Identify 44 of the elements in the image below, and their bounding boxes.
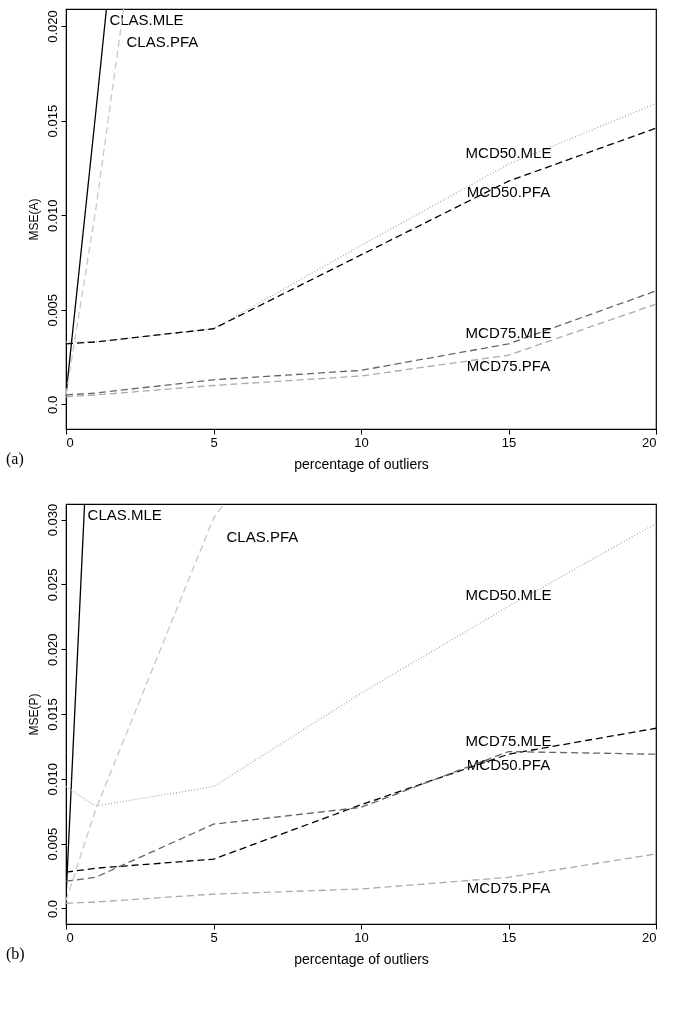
y-tick-label: 0.005 xyxy=(44,294,60,327)
series-label: MCD50.MLE xyxy=(465,586,552,604)
series-label: MCD50.PFA xyxy=(466,183,551,201)
series-label: CLAS.PFA xyxy=(226,528,299,545)
line-series xyxy=(66,853,656,904)
text: (a) xyxy=(6,450,24,468)
line-series xyxy=(66,522,656,807)
x-tick-label: 0 xyxy=(66,434,74,450)
x-tick-label: 10 xyxy=(354,434,369,450)
y-axis-title: MSE(A) xyxy=(26,198,41,241)
x-axis-title: percentage of outliers xyxy=(294,455,429,472)
series-label: MCD75.MLE xyxy=(465,731,552,749)
text: (b) xyxy=(6,945,25,963)
y-tick-label: 0.015 xyxy=(44,698,60,731)
x-tick-label: 5 xyxy=(210,434,218,450)
x-tick-label: 10 xyxy=(354,929,369,945)
x-axis-title: percentage of outliers xyxy=(294,950,429,967)
line-series xyxy=(66,504,225,902)
series-label: CLAS.MLE xyxy=(109,11,184,28)
y-tick-label: 0.010 xyxy=(44,199,60,232)
y-tick-label: 0.020 xyxy=(44,633,60,666)
series-label: MCD75.PFA xyxy=(466,879,551,897)
line-series xyxy=(66,750,656,882)
x-tick-label: 15 xyxy=(501,434,517,450)
x-tick-label: 0 xyxy=(66,929,74,945)
x-tick-label: 20 xyxy=(642,434,657,450)
y-tick-label: 0.0 xyxy=(44,899,60,918)
y-tick-label: 0.020 xyxy=(44,10,60,43)
y-tick-label: 0.025 xyxy=(44,568,60,602)
y-axis-title: MSE(P) xyxy=(26,693,41,736)
y-tick-label: 0.030 xyxy=(44,503,60,537)
y-tick-label: 0.015 xyxy=(44,104,60,138)
series-label: MCD75.PFA xyxy=(466,357,551,375)
series-label: MCD50.MLE xyxy=(465,144,552,162)
x-tick-label: 15 xyxy=(501,929,517,945)
series-label: CLAS.MLE xyxy=(87,506,162,523)
y-tick-label: 0.010 xyxy=(44,763,60,796)
series-label: MCD50.PFA xyxy=(466,756,551,774)
y-tick-label: 0.0 xyxy=(44,395,60,414)
x-tick-label: 5 xyxy=(210,929,218,945)
series-label: CLAS.PFA xyxy=(126,33,199,50)
x-tick-label: 20 xyxy=(642,929,657,945)
series-label: MCD75.MLE xyxy=(465,323,552,341)
y-tick-label: 0.005 xyxy=(44,827,60,861)
